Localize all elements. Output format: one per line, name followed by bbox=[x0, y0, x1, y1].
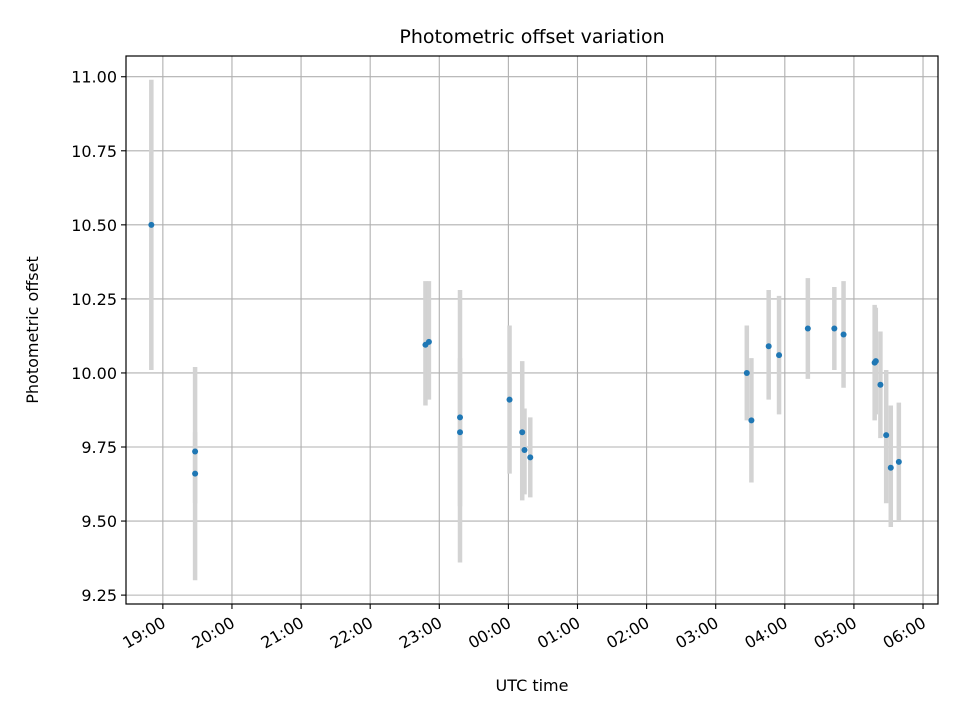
data-point bbox=[192, 470, 199, 477]
y-tick-label: 9.50 bbox=[81, 512, 117, 531]
data-point bbox=[872, 358, 879, 365]
chart-title: Photometric offset variation bbox=[399, 26, 664, 48]
data-point bbox=[457, 414, 464, 421]
y-tick-label: 9.75 bbox=[81, 438, 117, 457]
data-point bbox=[765, 343, 772, 350]
data-points bbox=[148, 221, 902, 477]
data-point bbox=[776, 352, 783, 359]
x-axis-title: UTC time bbox=[496, 676, 569, 695]
y-tick-label: 9.25 bbox=[81, 586, 117, 605]
data-point bbox=[887, 464, 894, 471]
data-point bbox=[804, 325, 811, 332]
y-tick-label: 10.25 bbox=[71, 290, 117, 309]
y-axis-ticks: 9.25 9.50 9.75 10.00 10.25 10.50 10.75 11.00 bbox=[71, 68, 126, 605]
data-point bbox=[506, 396, 513, 403]
data-point bbox=[521, 446, 528, 453]
data-point bbox=[192, 448, 199, 455]
y-tick-label: 11.00 bbox=[71, 68, 117, 87]
data-point bbox=[743, 369, 750, 376]
data-point bbox=[527, 454, 534, 461]
y-tick-label: 10.00 bbox=[71, 364, 117, 383]
data-point bbox=[877, 381, 884, 388]
data-point bbox=[748, 417, 755, 424]
plot-frame bbox=[125, 55, 939, 605]
data-point bbox=[895, 458, 902, 465]
y-tick-label: 10.50 bbox=[71, 216, 117, 235]
data-point bbox=[519, 429, 526, 436]
data-point bbox=[148, 221, 155, 228]
data-point bbox=[831, 325, 838, 332]
data-point bbox=[883, 432, 890, 439]
data-point bbox=[840, 331, 847, 338]
grid-lines bbox=[126, 56, 938, 604]
y-axis-title: Photometric offset bbox=[23, 256, 42, 404]
data-point bbox=[425, 338, 432, 345]
data-point bbox=[457, 429, 464, 436]
y-tick-label: 10.75 bbox=[71, 142, 117, 161]
